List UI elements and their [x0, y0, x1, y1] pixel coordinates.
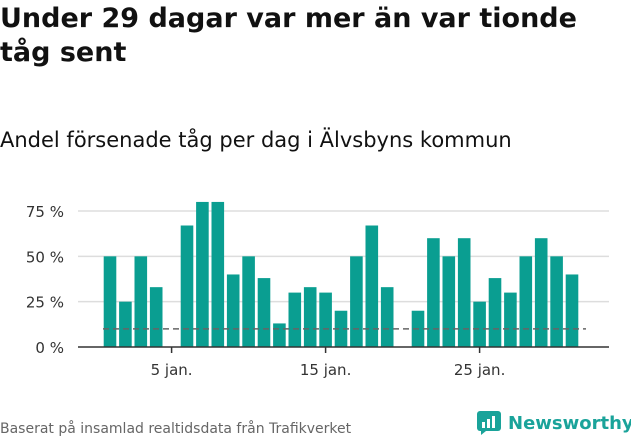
bar	[242, 256, 255, 347]
bar	[211, 201, 225, 347]
bar	[473, 301, 486, 347]
bar	[504, 292, 517, 347]
y-axis-ticks: 0 % 25 % 50 % 75 %	[26, 203, 64, 357]
bar	[365, 225, 379, 347]
y-tick-label: 0 %	[35, 339, 64, 357]
bar	[350, 256, 363, 347]
bars	[103, 201, 579, 347]
bar	[226, 274, 240, 347]
bar	[442, 256, 456, 347]
x-tick-label: 5 jan.	[151, 361, 193, 379]
bar	[149, 287, 163, 347]
bar	[134, 256, 148, 347]
bar	[457, 238, 471, 347]
bar	[180, 225, 194, 347]
y-tick-label: 50 %	[26, 248, 64, 266]
bar	[565, 274, 579, 347]
bar	[288, 292, 302, 347]
bar	[103, 256, 117, 347]
bar-chart: 0 % 25 % 50 % 75 % 5 jan. 15 jan. 25 jan.	[26, 201, 609, 379]
bar	[427, 238, 440, 347]
bar	[550, 256, 563, 347]
bar	[319, 292, 332, 347]
chart-title: Under 29 dagar var mer än var tionde tåg…	[0, 3, 577, 68]
source-note: Baserat på insamlad realtidsdata från Tr…	[0, 421, 352, 437]
bar	[303, 287, 317, 347]
y-tick-label: 25 %	[26, 294, 64, 312]
x-tick-label: 25 jan.	[454, 361, 506, 379]
newsworthy-logo[interactable]: Newsworthy	[476, 410, 631, 436]
chart-subtitle: Andel försenade tåg per dag i Älvsbyns k…	[0, 128, 512, 152]
newsworthy-logo-icon	[477, 411, 501, 435]
bar	[196, 201, 209, 347]
bar	[273, 323, 286, 347]
x-tick-label: 15 jan.	[300, 361, 352, 379]
bar	[488, 278, 502, 347]
bar	[380, 287, 394, 347]
bar	[257, 278, 271, 347]
bar	[534, 238, 548, 347]
x-axis: 5 jan. 15 jan. 25 jan.	[78, 346, 609, 379]
newsworthy-logo-text: Newsworthy	[508, 412, 631, 434]
bar	[119, 301, 132, 347]
y-tick-label: 75 %	[26, 203, 64, 221]
bar	[334, 310, 348, 347]
bar	[519, 256, 533, 347]
